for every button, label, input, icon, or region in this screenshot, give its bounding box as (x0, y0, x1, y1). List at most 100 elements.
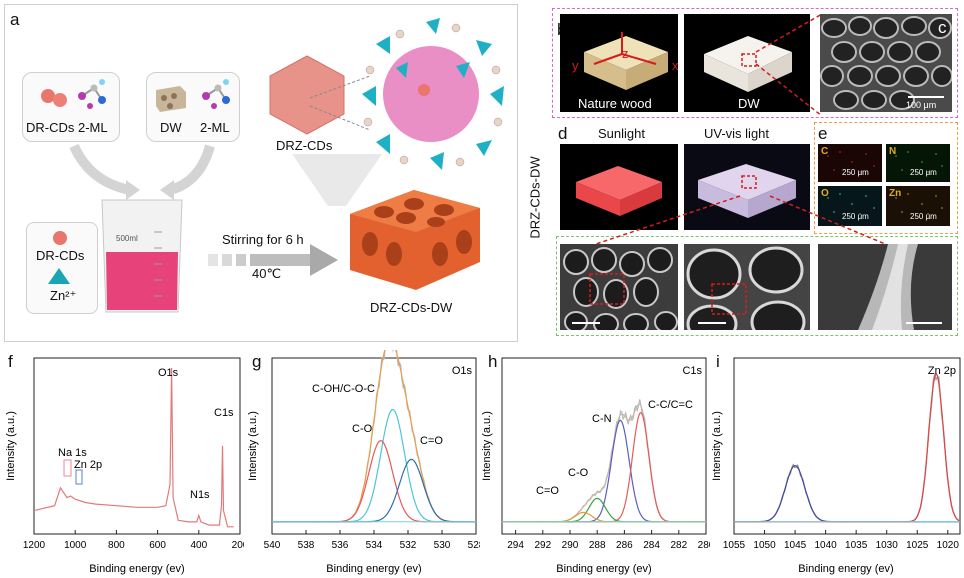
x-tick-label: 1020 (937, 540, 960, 551)
chart-f-frame (33, 357, 241, 535)
scalebar-c (908, 96, 944, 98)
panel-e-letter: e (818, 124, 828, 143)
2ml-molecule-icon-2 (202, 79, 230, 109)
chart-i-title: Zn 2p (928, 365, 956, 377)
chart-i: 1055 1050 1045 1040 1035 1030 1025 1020 Zn 2p B… (711, 357, 961, 575)
fit-peak (734, 464, 960, 523)
2ml-molecule-icon (78, 79, 106, 109)
sem-texture-3 (858, 244, 918, 330)
x-tick-label: 1055 (723, 540, 746, 551)
g-lbl-2: C-O (352, 423, 373, 435)
chart-g-ylabel: Intensity (a.u.) (247, 411, 259, 481)
fit-peak (502, 511, 706, 523)
eds-tile-zn (886, 186, 950, 226)
f-peak-n1s: N1s (190, 489, 210, 501)
beaker-volume: 500ml (116, 234, 138, 243)
nature-wood-photo (560, 14, 678, 112)
eds-label-zn: Zn (889, 188, 902, 199)
eds-scale-o: 250 μm (842, 212, 869, 221)
eds-tile-n (886, 144, 950, 182)
temp-label: 40℃ (252, 266, 282, 281)
sem-image-c (820, 14, 952, 112)
zn-marker (75, 469, 83, 485)
f-peak-na: Na 1s (58, 447, 87, 459)
x-tick-label: 288 (589, 540, 606, 551)
uv-block-image (698, 164, 796, 218)
x-tick-label: 538 (298, 540, 315, 551)
eds-scale-c: 250 μm (842, 168, 869, 177)
chart-i-ylabel: Intensity (a.u.) (711, 411, 723, 481)
stirring-label: Stirring for 6 h (222, 232, 304, 247)
eds-label-o: O (821, 188, 829, 199)
side-label-wrap: DRZ-CDs-DW (524, 140, 544, 260)
sem-row-frame (556, 236, 958, 336)
eds-tile-c (818, 144, 882, 182)
scalebar-c-label: 100 μm (906, 100, 937, 110)
side-label: DRZ-CDs-DW (527, 156, 543, 239)
chart-h-curves (501, 399, 707, 523)
x-tick-label: 200 (232, 540, 244, 551)
axis-z-label: z (622, 46, 629, 61)
eds-dots (827, 151, 943, 215)
x-tick-label: 1035 (845, 540, 868, 551)
dr-cds-dot-icon (53, 231, 67, 245)
drz-cds-particle (269, 55, 345, 135)
sem-image-3 (818, 244, 952, 330)
panel-d-letter: d (558, 124, 568, 143)
x-tick-label: 800 (108, 540, 125, 551)
hex-label: DRZ-CDs (276, 138, 333, 153)
chart-h-ylabel: Intensity (a.u.) (481, 411, 493, 481)
chart-f-xticks: 1200 1000 800 600 400 200 (23, 530, 244, 551)
uv-label: UV-vis light (704, 126, 770, 141)
uv-photo (684, 144, 810, 230)
x-tick-label: 290 (562, 540, 579, 551)
sunlight-label: Sunlight (598, 126, 645, 141)
chart-h-xlabel: Binding energy (ev) (556, 563, 651, 575)
chart-i-curves (733, 372, 961, 523)
chart-g: 540 538 536 534 532 530 528 O1s C-OH/C-O-C C-O… (247, 350, 480, 575)
axis-x-label: x (672, 58, 679, 73)
panel-a-letter: a (10, 10, 20, 29)
axis-y-label: y (572, 58, 579, 73)
chart-h-frame (501, 357, 707, 535)
chart-g-curves (271, 350, 477, 523)
na-zn-marker (63, 459, 72, 477)
f-peak-o1s: O1s (158, 367, 179, 379)
red-block-image (576, 166, 662, 216)
x-tick-label: 1040 (814, 540, 837, 551)
fit-envelope (734, 372, 961, 523)
box2-left-label: DW (160, 120, 182, 135)
fit-peak (272, 440, 476, 523)
chart-h-xticks: 294 292 290 288 286 284 282 280 (507, 530, 710, 551)
zoom-lines (309, 75, 371, 131)
x-tick-label: 1050 (753, 540, 776, 551)
chart-g-xticks: 540 538 536 534 532 530 528 (264, 530, 480, 551)
f-peak-c1s: C1s (214, 407, 234, 419)
eds-label-c: C (821, 146, 829, 157)
g-lbl-3: C=O (420, 435, 443, 447)
dw-block-image (704, 36, 792, 92)
drz-cds-dw-block (350, 190, 480, 290)
sem-texture-c (820, 16, 952, 110)
chart-g-xlabel: Binding energy (ev) (326, 563, 421, 575)
assembly-funnel (292, 154, 382, 206)
fit-peak (272, 408, 476, 523)
panel-f-letter: f (8, 352, 13, 371)
x-tick-label: 528 (468, 540, 480, 551)
mof-framework (362, 18, 504, 170)
x-tick-label: 400 (190, 540, 207, 551)
box1-right-label: 2-ML (78, 120, 108, 135)
panel-c-letter: c (938, 18, 947, 37)
x-tick-label: 1000 (64, 540, 87, 551)
chart-g-title: O1s (452, 365, 473, 377)
nature-wood-label: Nature wood (578, 96, 652, 111)
x-tick-label: 540 (264, 540, 281, 551)
dw-label: DW (738, 96, 760, 111)
box2-right-label: 2-ML (200, 120, 230, 135)
raw-spectrum (733, 374, 961, 523)
chart-i-xlabel: Binding energy (ev) (798, 563, 893, 575)
sem-scale-1-bar (572, 322, 600, 324)
legend-dr-label: DR-CDs (36, 248, 85, 263)
sem-scale-2-bar (698, 322, 726, 324)
eds-label-n: N (889, 146, 897, 157)
